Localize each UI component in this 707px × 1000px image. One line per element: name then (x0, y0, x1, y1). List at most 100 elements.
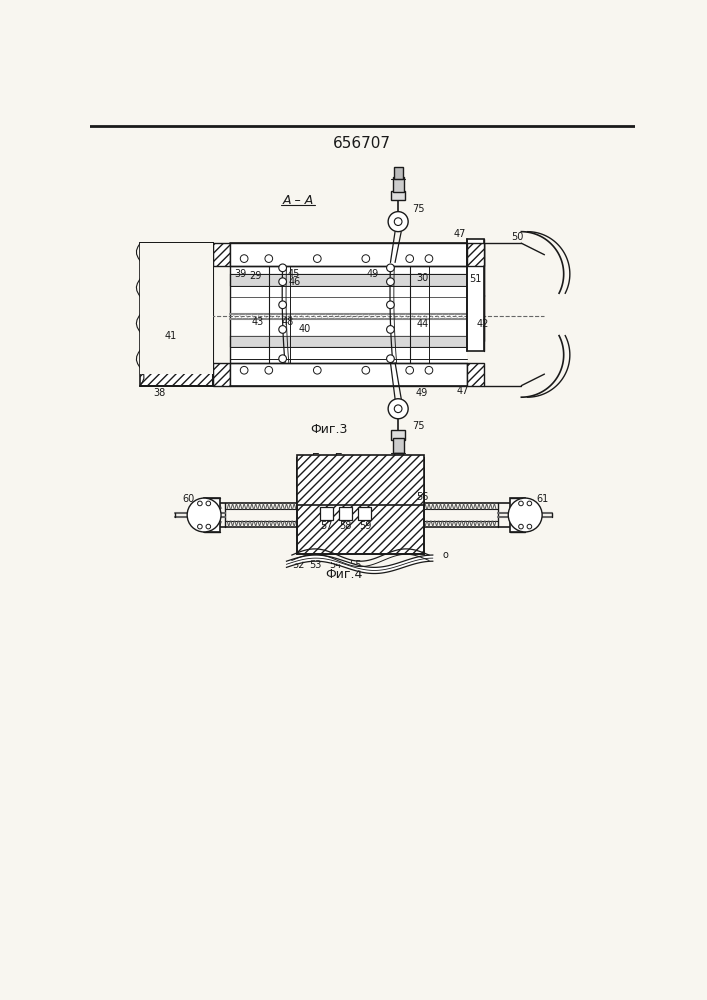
Circle shape (519, 524, 523, 529)
Bar (467, 239, 484, 351)
Circle shape (395, 405, 402, 413)
Bar (393, 438, 404, 453)
Circle shape (387, 326, 395, 333)
Text: 49: 49 (415, 388, 427, 398)
Bar (320, 507, 333, 520)
Circle shape (387, 278, 395, 286)
Text: 56: 56 (416, 492, 429, 502)
Bar (467, 243, 484, 266)
Circle shape (279, 301, 286, 309)
Text: 50: 50 (511, 232, 524, 242)
Bar (140, 243, 214, 386)
Circle shape (279, 264, 286, 272)
Circle shape (387, 355, 395, 363)
Circle shape (388, 399, 408, 419)
Circle shape (265, 255, 273, 262)
Text: 53: 53 (309, 560, 321, 570)
Text: o: o (443, 550, 449, 560)
Bar (296, 503, 423, 554)
Bar (339, 507, 352, 520)
Text: 54: 54 (329, 560, 341, 570)
Circle shape (206, 501, 211, 506)
Text: 30: 30 (416, 273, 429, 283)
Bar (391, 430, 405, 440)
Text: 57: 57 (320, 521, 333, 531)
Text: 55: 55 (349, 560, 361, 570)
Bar (204, 498, 219, 532)
Circle shape (265, 366, 273, 374)
Text: 75: 75 (412, 204, 424, 214)
Text: Фиг.4: Фиг.4 (325, 568, 363, 581)
Circle shape (527, 501, 532, 506)
Circle shape (362, 255, 370, 262)
Text: 40: 40 (298, 324, 310, 334)
Bar (393, 177, 404, 192)
Text: 52: 52 (292, 560, 304, 570)
Circle shape (508, 498, 542, 532)
Circle shape (206, 524, 211, 529)
Circle shape (313, 255, 321, 262)
Text: 45: 45 (288, 269, 300, 279)
Bar (230, 363, 467, 386)
Circle shape (406, 366, 414, 374)
Text: 38: 38 (153, 388, 165, 398)
Text: 43: 43 (252, 317, 264, 327)
Bar (296, 455, 423, 505)
Text: A – A: A – A (282, 194, 314, 207)
Text: 61: 61 (537, 494, 549, 504)
Text: 39: 39 (234, 269, 247, 279)
Circle shape (425, 255, 433, 262)
Text: 656707: 656707 (333, 136, 391, 151)
Circle shape (406, 255, 414, 262)
Text: Фиг.3: Фиг.3 (310, 423, 348, 436)
Text: 75: 75 (412, 421, 424, 431)
Circle shape (425, 366, 433, 374)
Circle shape (388, 212, 408, 232)
Bar (214, 363, 230, 386)
Bar (320, 473, 403, 505)
Bar (467, 363, 484, 386)
Circle shape (387, 264, 395, 272)
Bar (358, 507, 371, 520)
Text: 46: 46 (288, 277, 300, 287)
Bar (230, 274, 467, 286)
Bar (391, 191, 405, 200)
Text: 29: 29 (250, 271, 262, 281)
Circle shape (387, 301, 395, 309)
Bar (510, 498, 525, 532)
Text: 59: 59 (359, 521, 371, 531)
Circle shape (197, 501, 202, 506)
Circle shape (279, 278, 286, 286)
Bar (467, 295, 484, 341)
Bar (140, 243, 214, 374)
Bar (230, 266, 467, 363)
Text: 41: 41 (165, 331, 177, 341)
Bar (296, 458, 423, 503)
Text: 48: 48 (282, 317, 294, 327)
Bar (394, 167, 403, 179)
Text: 49: 49 (367, 269, 379, 279)
Text: 51: 51 (469, 274, 481, 284)
Bar (230, 243, 467, 266)
Text: 58: 58 (339, 521, 352, 531)
Circle shape (395, 218, 402, 225)
Circle shape (313, 366, 321, 374)
Circle shape (362, 366, 370, 374)
Text: 60: 60 (182, 494, 195, 504)
Text: 44: 44 (416, 319, 429, 329)
Circle shape (279, 326, 286, 333)
Bar (394, 453, 403, 465)
Text: Б – Б: Б – Б (311, 452, 342, 465)
Bar (296, 458, 423, 503)
Circle shape (527, 524, 532, 529)
Bar (214, 243, 230, 266)
Circle shape (279, 355, 286, 363)
Circle shape (519, 501, 523, 506)
Text: 42: 42 (477, 319, 489, 329)
Circle shape (240, 366, 248, 374)
Circle shape (240, 255, 248, 262)
Circle shape (187, 498, 221, 532)
Circle shape (197, 524, 202, 529)
Bar (230, 336, 467, 347)
Bar (467, 243, 484, 296)
